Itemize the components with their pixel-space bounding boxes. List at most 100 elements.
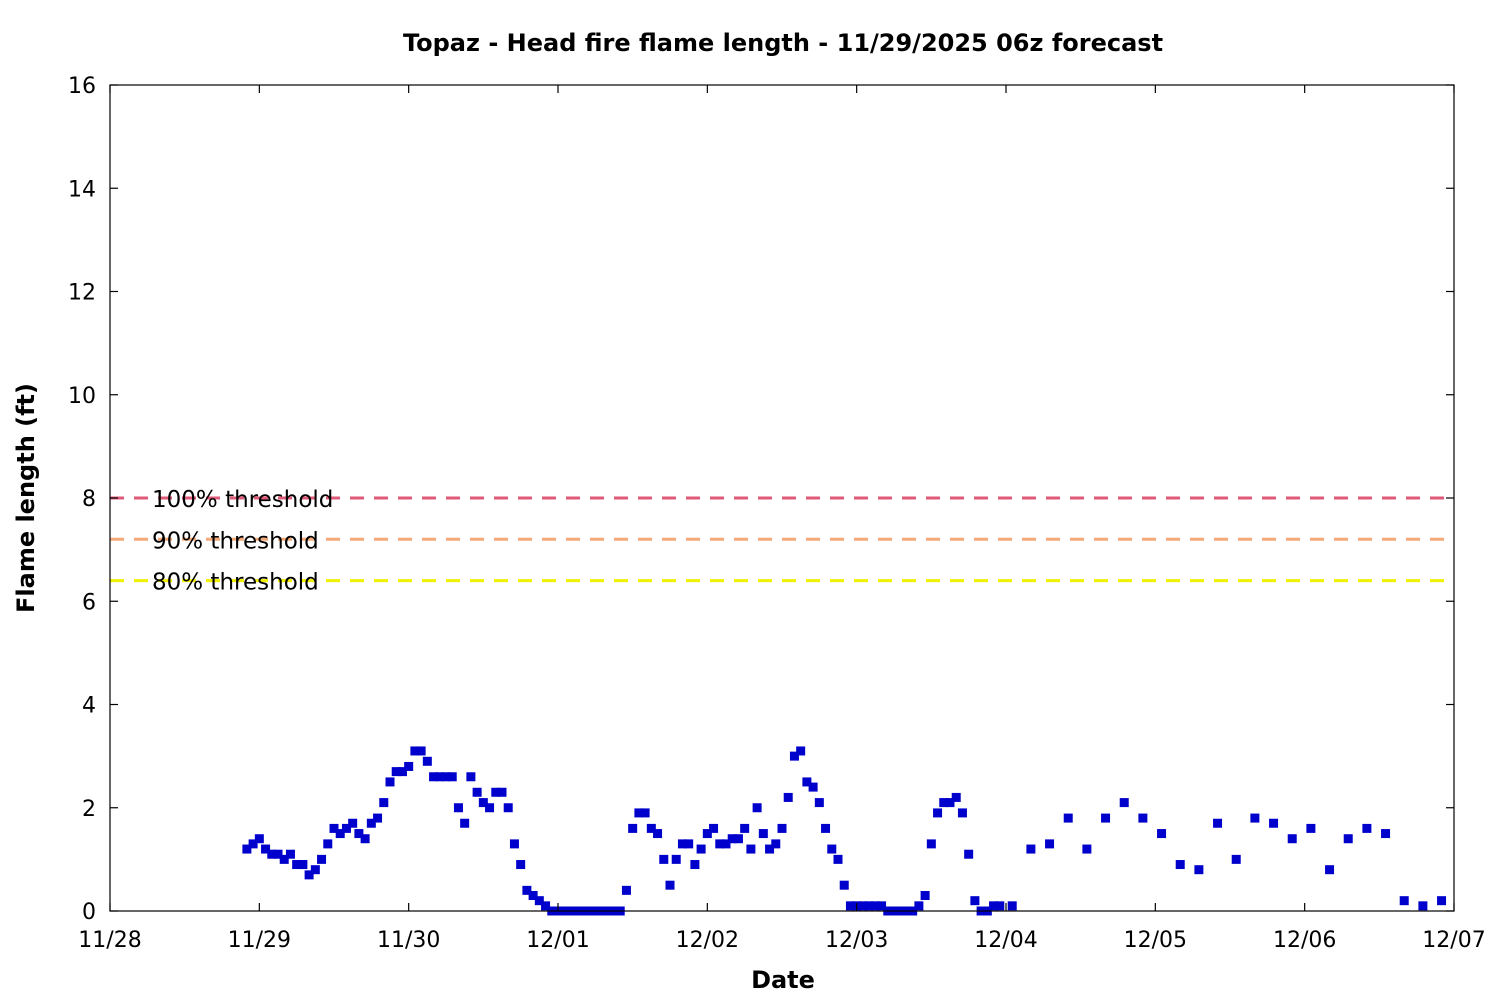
data-point [964, 849, 974, 859]
data-point [323, 839, 333, 849]
data-point [845, 901, 855, 911]
y-tick-label: 14 [68, 177, 96, 202]
data-point [304, 870, 314, 880]
x-tick-label: 11/29 [228, 928, 291, 953]
data-point [373, 813, 383, 823]
data-point [1119, 798, 1129, 808]
data-point [839, 880, 849, 890]
x-tick-label: 11/28 [78, 928, 141, 953]
data-point [310, 865, 320, 875]
y-tick-label: 6 [82, 590, 96, 615]
y-tick-label: 16 [68, 74, 96, 99]
data-point [758, 829, 768, 839]
data-point [391, 767, 401, 777]
data-point [453, 803, 463, 813]
data-point [1157, 829, 1167, 839]
data-point [746, 844, 756, 854]
data-point [429, 772, 439, 782]
data-point [989, 901, 999, 911]
chart-title: Topaz - Head fire flame length - 11/29/2… [403, 29, 1163, 57]
data-point [466, 772, 476, 782]
y-tick-label: 12 [68, 281, 96, 306]
data-point [995, 901, 1005, 911]
data-point [827, 844, 837, 854]
data-point [366, 818, 376, 828]
data-point [920, 891, 930, 901]
data-point [709, 823, 719, 833]
data-point [1399, 896, 1409, 906]
data-point [870, 901, 880, 911]
data-point [516, 860, 526, 870]
data-point [951, 792, 961, 802]
data-point [1175, 860, 1185, 870]
data-point [292, 860, 302, 870]
data-point [1082, 844, 1092, 854]
data-point [646, 823, 656, 833]
data-point [379, 798, 389, 808]
data-point [821, 823, 831, 833]
data-point [640, 808, 650, 818]
data-point [491, 787, 501, 797]
data-point [341, 823, 351, 833]
data-point [833, 854, 843, 864]
data-point [677, 839, 687, 849]
y-tick-label: 2 [82, 797, 96, 822]
x-tick-label: 12/02 [676, 928, 739, 953]
data-point [273, 849, 283, 859]
x-tick-label: 12/04 [974, 928, 1037, 953]
data-point [1269, 818, 1279, 828]
x-tick-label: 12/06 [1273, 928, 1336, 953]
data-point [279, 854, 289, 864]
axis-ticks-layer: 11/28 11/29 11/30 12/01 12/02 12/03 12/04 12/05… [68, 74, 1486, 953]
y-tick-label: 8 [82, 487, 96, 512]
threshold-label: 100% threshold [152, 487, 333, 513]
data-point [503, 803, 513, 813]
data-point [858, 901, 868, 911]
data-point [733, 834, 743, 844]
data-point [528, 891, 538, 901]
data-point [802, 777, 812, 787]
data-point [478, 798, 488, 808]
data-point [933, 808, 943, 818]
data-point [659, 854, 669, 864]
threshold-label: 90% threshold [152, 528, 319, 554]
x-tick-label: 12/03 [825, 928, 888, 953]
data-point [621, 885, 631, 895]
data-point [665, 880, 675, 890]
data-point [1007, 901, 1017, 911]
data-point [435, 772, 445, 782]
data-point [727, 834, 737, 844]
data-point [360, 834, 370, 844]
y-tick-label: 0 [82, 900, 96, 925]
data-point [404, 761, 414, 771]
data-point [522, 885, 532, 895]
data-point [497, 787, 507, 797]
data-point [416, 746, 426, 756]
data-point [957, 808, 967, 818]
data-point [814, 798, 824, 808]
x-tick-label: 12/01 [526, 928, 589, 953]
data-point [285, 849, 295, 859]
data-point [1287, 834, 1297, 844]
data-point [1381, 829, 1391, 839]
y-tick-label: 4 [82, 694, 96, 719]
plot-frame [109, 84, 1455, 912]
data-point [447, 772, 457, 782]
data-point [1063, 813, 1073, 823]
data-point [715, 839, 725, 849]
data-point [690, 860, 700, 870]
x-tick-label: 12/05 [1124, 928, 1187, 953]
data-point [348, 818, 358, 828]
data-point [261, 844, 271, 854]
data-point [796, 746, 806, 756]
data-point [267, 849, 277, 859]
data-point [1250, 813, 1260, 823]
data-point [1306, 823, 1316, 833]
data-point [653, 829, 663, 839]
data-point [877, 901, 887, 911]
y-tick-label: 10 [68, 384, 96, 409]
data-point [671, 854, 681, 864]
data-point [783, 792, 793, 802]
data-point [485, 803, 495, 813]
